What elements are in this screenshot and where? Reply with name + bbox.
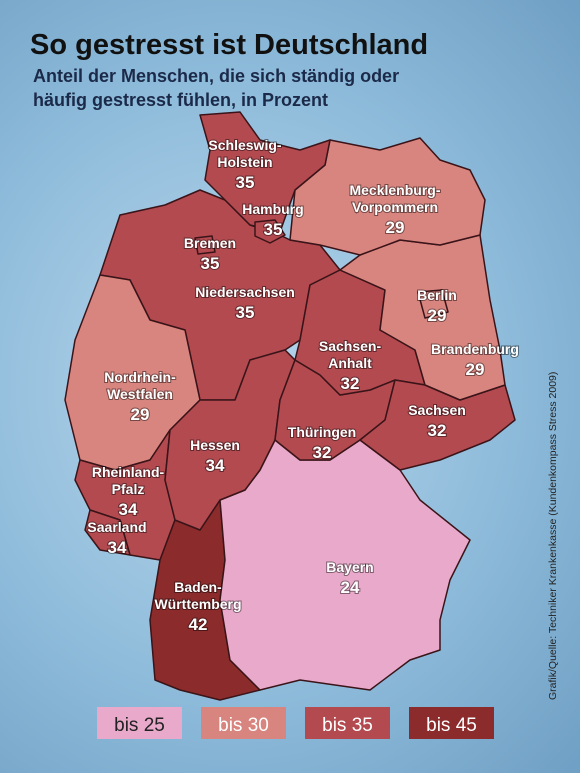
region	[289, 137, 486, 256]
region-name: Baden-	[174, 579, 222, 595]
title: So gestresst ist Deutschland	[30, 29, 428, 61]
region-name: Schleswig-	[208, 137, 281, 153]
region-name: Sachsen-	[319, 338, 382, 354]
region-value: 32	[341, 374, 360, 393]
region-name: Bremen	[184, 235, 236, 251]
region	[199, 111, 331, 233]
region-name: Holstein	[217, 154, 272, 170]
region	[194, 235, 216, 255]
legend-label: bis 35	[322, 715, 373, 736]
region	[254, 219, 286, 244]
region-value: 24	[341, 578, 360, 597]
region-name: Thüringen	[288, 424, 356, 440]
region-value: 29	[131, 405, 150, 424]
region-value: 34	[119, 500, 138, 519]
subtitle: häufig gestresst fühlen, in Prozent	[33, 90, 328, 110]
region-value: 34	[206, 456, 225, 475]
region-name: Mecklenburg-	[349, 182, 440, 198]
legend-label: bis 25	[114, 715, 165, 736]
region	[164, 349, 296, 531]
region	[417, 289, 449, 319]
legend-swatch	[97, 707, 182, 739]
region-name: Vorpommern	[352, 199, 438, 215]
legend-label: bis 30	[218, 715, 269, 736]
region-value: 32	[428, 421, 447, 440]
region-name: Hessen	[190, 437, 240, 453]
region-name: Bayern	[326, 559, 373, 575]
region	[84, 509, 131, 556]
region-name: Nordrhein-	[104, 369, 176, 385]
region-name: Hamburg	[242, 201, 303, 217]
region-value: 35	[236, 303, 255, 322]
region-value: 29	[428, 306, 447, 325]
source: Grafik/Quelle: Techniker Krankenkasse (K…	[547, 372, 559, 700]
region-name: Rheinland-	[92, 464, 165, 480]
region-name: Pfalz	[112, 481, 145, 497]
legend-swatch	[409, 707, 494, 739]
region-name: Anhalt	[328, 355, 372, 371]
region-name: Saarland	[87, 519, 146, 535]
region-name: Westfalen	[107, 386, 173, 402]
legend-swatch	[305, 707, 390, 739]
region-value: 29	[466, 360, 485, 379]
region-value: 35	[201, 254, 220, 273]
region-name: Sachsen	[408, 402, 466, 418]
region-name: Niedersachsen	[195, 284, 295, 300]
region-name: Berlin	[417, 287, 457, 303]
region-value: 34	[108, 538, 127, 557]
legend-swatch	[201, 707, 286, 739]
subtitle: Anteil der Menschen, die sich ständig od…	[33, 66, 399, 86]
region-name: Brandenburg	[431, 341, 519, 357]
region-value: 29	[386, 218, 405, 237]
region-value: 32	[313, 443, 332, 462]
region-value: 35	[264, 220, 283, 239]
region-value: 35	[236, 173, 255, 192]
region-name: Württemberg	[154, 596, 241, 612]
region-value: 42	[189, 615, 208, 634]
legend-label: bis 45	[426, 715, 477, 736]
